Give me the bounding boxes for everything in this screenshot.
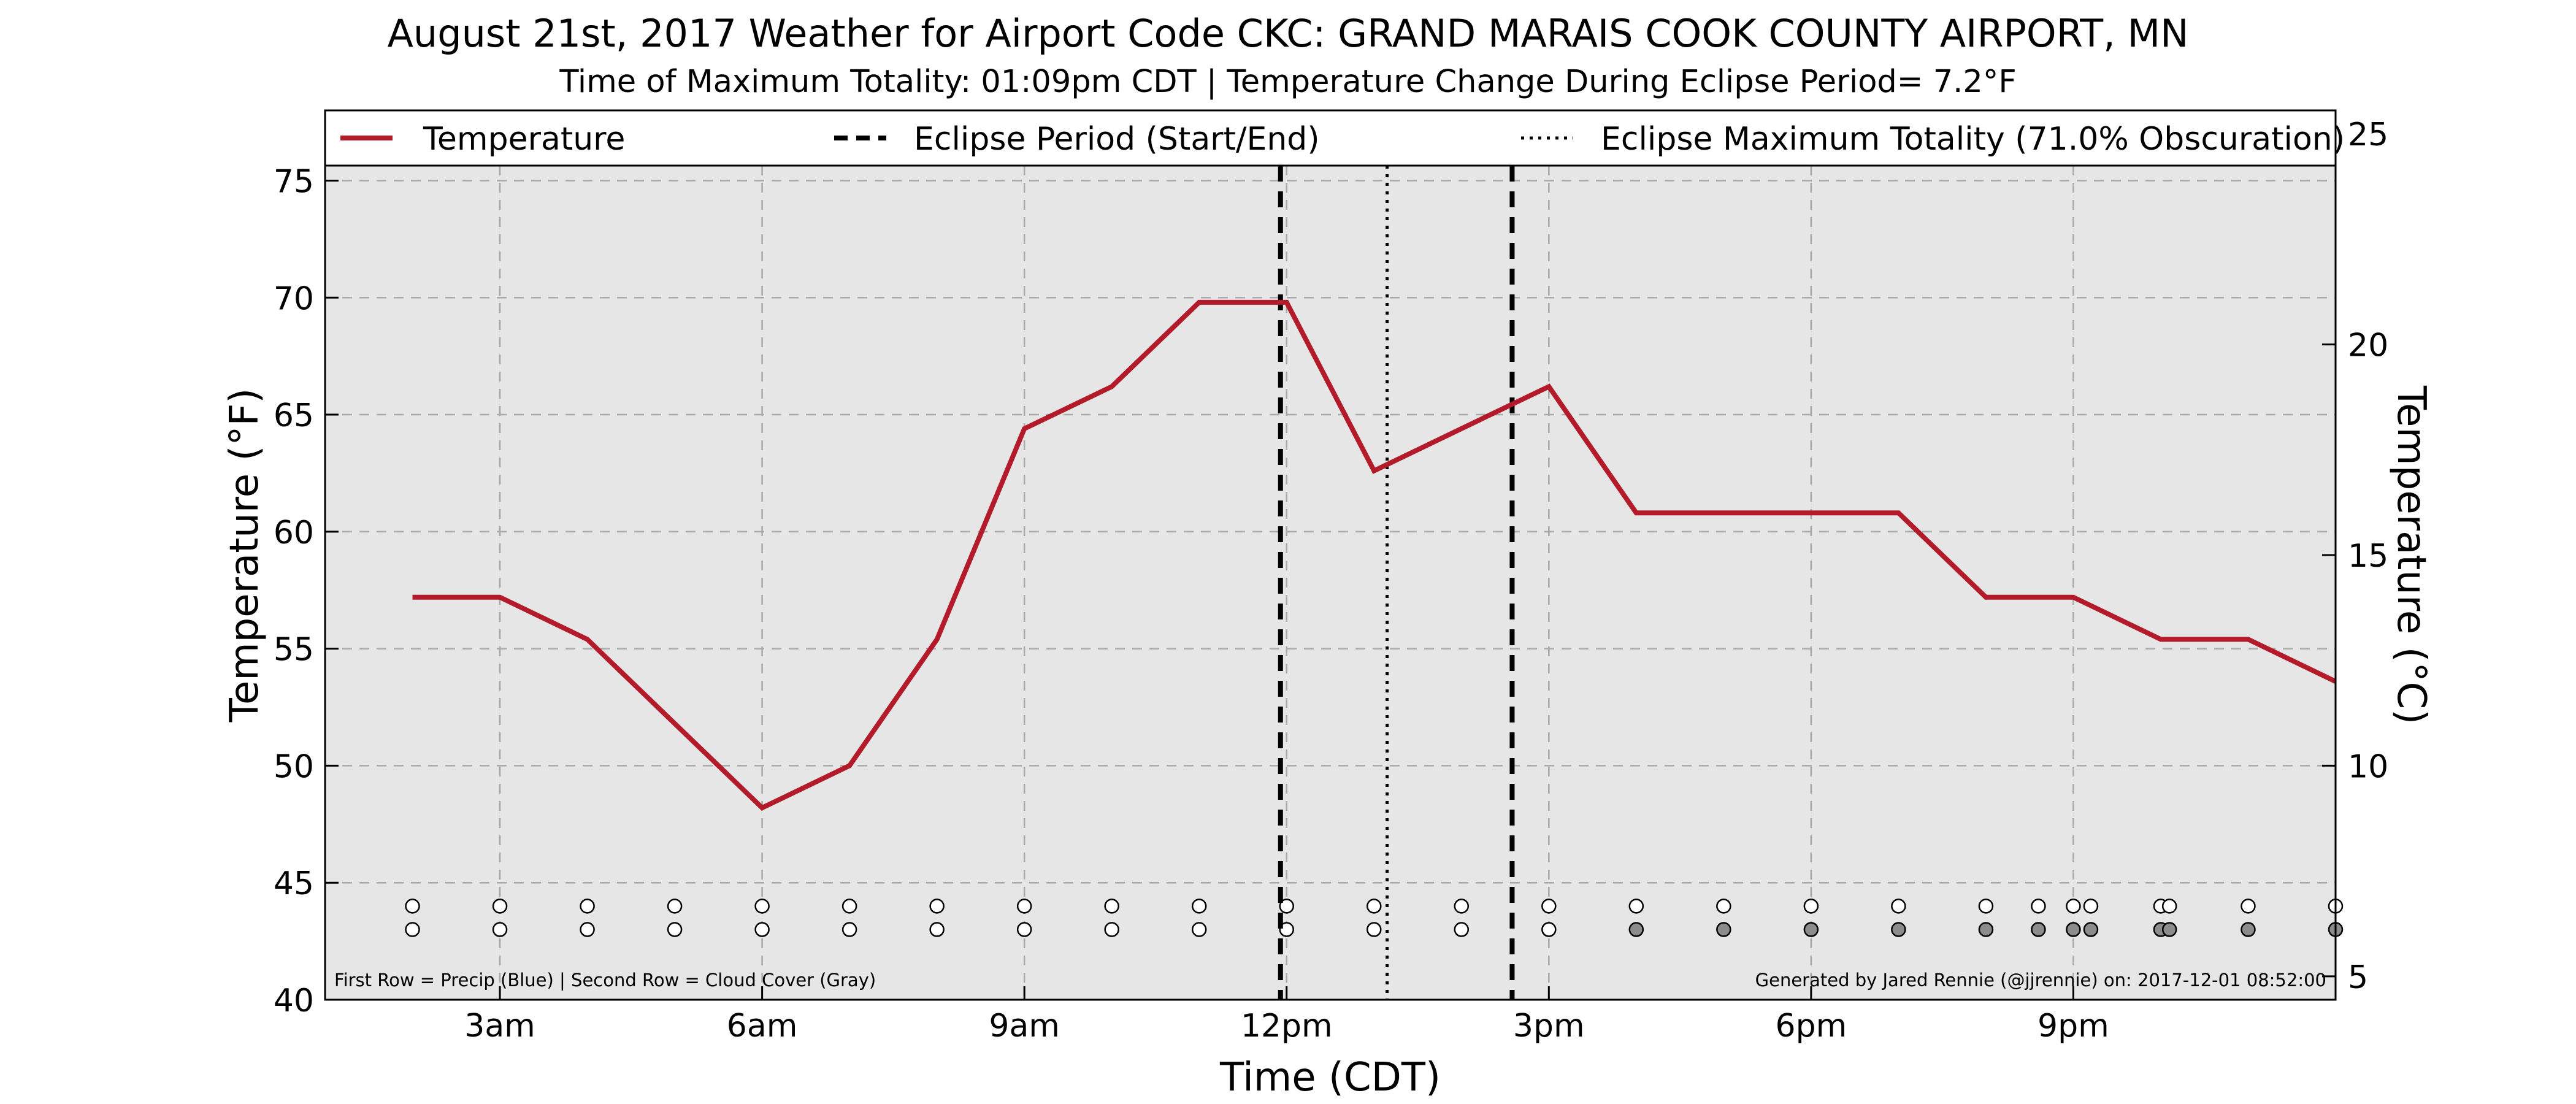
precip-marker [1891,899,1906,914]
x-tick-label: 3am [464,1008,535,1045]
cloud-cover-marker [2066,922,2081,937]
precip-marker [1803,899,1819,914]
precip-marker [754,899,770,914]
cloud-cover-marker [2241,922,2256,937]
precip-marker [1978,899,1994,914]
y-tick-label: 55 [274,632,314,669]
footnote-right: Generated by Jared Rennie (@jjrennie) on… [1755,970,2326,991]
y2-tick-label: 15 [2348,538,2388,575]
cloud-cover-marker [1191,922,1207,937]
precip-marker [667,899,683,914]
cloud-cover-marker [1628,922,1644,937]
plot-area [325,110,2336,1000]
precip-marker [1454,899,1470,914]
temperature-line [412,299,2337,811]
precip-marker [1016,899,1032,914]
y-axis-label-left: Temperature (°F) [222,388,267,723]
precip-marker [2066,899,2081,914]
cloud-cover-marker [1279,922,1294,937]
y-tick-label: 50 [274,748,314,785]
cloud-cover-marker [1891,922,1906,937]
y-tick-label: 40 [274,983,314,1019]
cloud-cover-marker [1803,922,1819,937]
precip-marker [1716,899,1731,914]
y2-tick-label: 20 [2348,328,2388,364]
precip-marker [2161,899,2177,914]
y2-tick-label: 5 [2348,959,2368,996]
y-tick-label: 65 [274,397,314,434]
precip-marker [1191,899,1207,914]
cloud-cover-marker [2161,922,2177,937]
precip-marker [929,899,945,914]
cloud-cover-marker [1716,922,1731,937]
precip-marker [1541,899,1557,914]
cloud-cover-marker [1541,922,1557,937]
cloud-cover-marker [754,922,770,937]
cloud-cover-marker [667,922,683,937]
x-tick-label: 9am [989,1008,1060,1045]
precip-marker [1367,899,1382,914]
cloud-cover-marker [2083,922,2099,937]
footnote-left: First Row = Precip (Blue) | Second Row =… [334,970,876,991]
y2-tick-label: 10 [2348,748,2388,785]
y-axis-label-right: Temperature (°C) [2388,385,2434,724]
x-tick-label: 3pm [1513,1008,1585,1045]
x-tick-label: 6am [727,1008,798,1045]
observation-markers [405,899,2344,937]
y-tick-label: 75 [274,163,314,200]
precip-marker [492,899,508,914]
precip-marker [2083,899,2099,914]
precip-marker [1628,899,1644,914]
x-axis-label: Time (CDT) [1219,1055,1441,1100]
y2-tick-label: 25 [2348,117,2388,153]
cloud-cover-marker [580,922,595,937]
precip-marker [2031,899,2046,914]
cloud-cover-marker [1016,922,1032,937]
cloud-cover-marker [841,922,857,937]
chart-title: August 21st, 2017 Weather for Airport Co… [387,11,2189,56]
x-tick-label: 6pm [1775,1008,1847,1045]
x-tick-label: 12pm [1241,1008,1333,1045]
cloud-cover-marker [492,922,508,937]
precip-marker [405,899,420,914]
y-tick-label: 45 [274,865,314,902]
y-tick-label: 60 [274,515,314,551]
legend-box [324,109,2337,167]
cloud-cover-marker [1367,922,1382,937]
precip-marker [1104,899,1119,914]
x-tick-label: 9pm [2037,1008,2109,1045]
cloud-cover-marker [1454,922,1470,937]
grid [325,166,2336,1000]
cloud-cover-marker [2031,922,2046,937]
cloud-cover-marker [1978,922,1994,937]
chart-subtitle: Time of Maximum Totality: 01:09pm CDT | … [559,64,2017,100]
precip-marker [2241,899,2256,914]
cloud-cover-marker [405,922,420,937]
y-tick-label: 70 [274,280,314,317]
legend: Temperature Eclipse Period (Start/End) E… [324,109,2345,167]
legend-label-eclipse-period: Eclipse Period (Start/End) [914,121,1320,158]
precip-marker [841,899,857,914]
precip-marker [580,899,595,914]
legend-label-temperature: Temperature [423,121,625,158]
cloud-cover-marker [1104,922,1119,937]
axes: 40 45 50 55 60 65 70 75 5 10 15 20 25 3am 6am 9am 12pm 3p… [274,117,2388,1045]
cloud-cover-marker [929,922,945,937]
series [412,299,2337,811]
legend-label-eclipse-max: Eclipse Maximum Totality (71.0% Obscurat… [1601,121,2345,158]
precip-marker [1279,899,1294,914]
